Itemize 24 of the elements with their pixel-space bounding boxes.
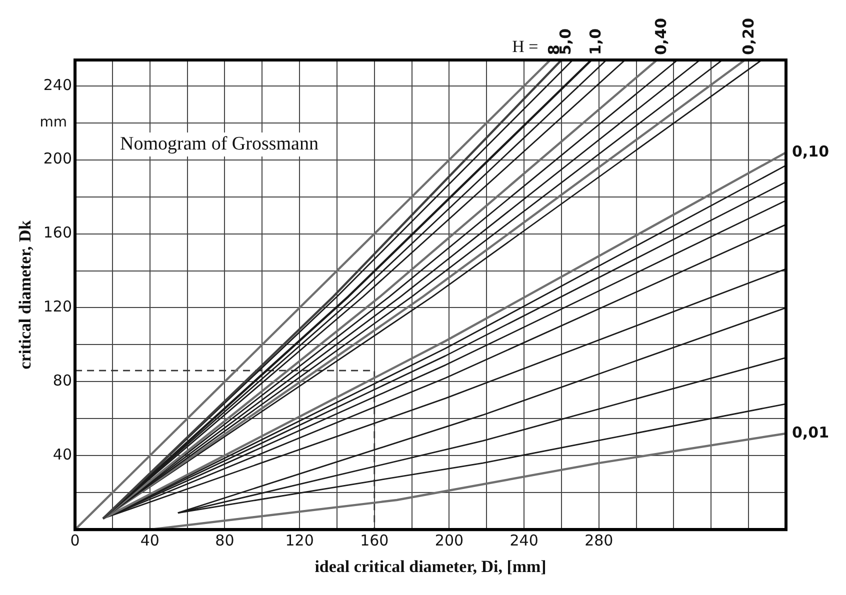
text: mm: [40, 114, 68, 130]
x-tick-label: 40: [140, 531, 160, 550]
x-tick-label: 240: [510, 531, 538, 550]
y-tick-label: 200: [43, 150, 72, 168]
text: H =: [512, 36, 538, 56]
y-tick-label: 40: [52, 446, 72, 464]
x-tick-label: 120: [285, 531, 314, 550]
y-axis-title: critical diameter, Dk: [16, 220, 35, 370]
x-tick-label: 160: [360, 531, 389, 550]
text: 0,40: [652, 18, 670, 55]
x-axis-title: ideal critical diameter, Di, [mm]: [314, 557, 546, 576]
y-tick-label: 240: [43, 76, 72, 94]
x-tick-label: 80: [215, 531, 234, 550]
text: Nomogram of Grossmann: [120, 134, 319, 155]
x-tick-label: 280: [584, 531, 614, 550]
x-tick-label: 0: [70, 531, 80, 550]
text: 0,20: [740, 18, 758, 55]
x-tick-label: 200: [434, 531, 464, 550]
text: 1,0: [586, 28, 604, 55]
y-tick-label: 160: [43, 224, 72, 242]
y-tick-label: 80: [52, 372, 72, 390]
series-label: 0,01: [792, 423, 830, 442]
y-tick-label: 120: [43, 298, 72, 316]
series-label: 0,10: [792, 142, 830, 160]
